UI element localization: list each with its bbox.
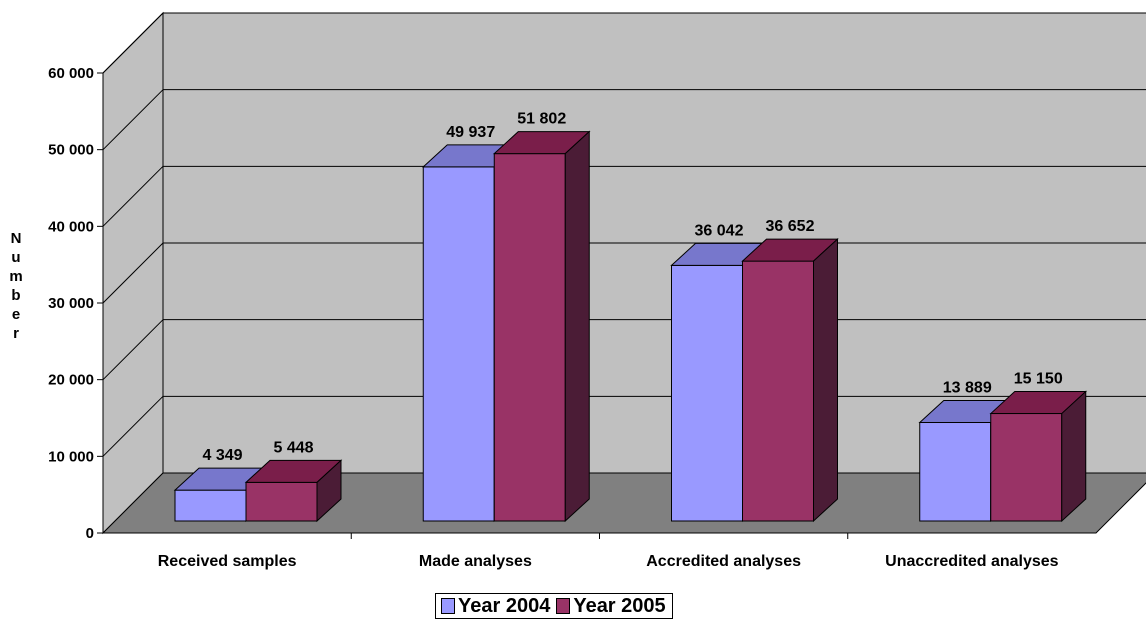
y-tick-label: 60 000 — [48, 65, 94, 82]
gridline-side — [102, 395, 164, 457]
y-tick-label: 30 000 — [48, 295, 94, 312]
bar-side-1-0 — [316, 459, 342, 523]
gridline-side — [102, 89, 164, 151]
y-tick-label: 40 000 — [48, 218, 94, 235]
data-label-0-2: 36 042 — [695, 222, 744, 239]
data-label-1-0: 5 448 — [273, 439, 313, 456]
bar-1-1 — [493, 153, 566, 522]
y-axis-label-char: e — [12, 306, 20, 323]
data-label-1-3: 15 150 — [1014, 371, 1063, 388]
chart-canvas: 0 10 000 20 000 30 000 40 000 50 000 60 000 4 3… — [9, 11, 1146, 570]
legend-item-1: Year 2005 — [556, 594, 666, 618]
bar-0-1 — [422, 166, 495, 522]
bar-side-1-1 — [564, 130, 590, 523]
legend: Year 2004 Year 2005 — [435, 593, 673, 619]
y-axis-label-char: m — [9, 268, 22, 285]
gridline-side — [102, 12, 164, 74]
data-label-1-2: 36 652 — [766, 218, 815, 235]
x-tick-label-2: Accredited analyses — [646, 553, 801, 570]
y-tick-label: 20 000 — [48, 372, 94, 389]
gridline-side — [102, 242, 164, 304]
data-label-0-3: 13 889 — [943, 380, 992, 397]
data-label-0-0: 4 349 — [202, 447, 242, 464]
x-tick-label-0: Received samples — [158, 553, 297, 570]
bar-0-3 — [919, 422, 992, 522]
gridline-side — [102, 165, 164, 227]
bar-1-2 — [742, 260, 814, 522]
data-label-1-1: 51 802 — [517, 111, 566, 128]
bar-side-1-2 — [813, 237, 838, 523]
bar-1-0 — [245, 481, 318, 522]
bar-0-2 — [671, 264, 743, 522]
x-tick-label-3: Unaccredited analyses — [885, 553, 1059, 570]
y-axis-label-char: b — [11, 287, 20, 304]
bar-side-1-3 — [1061, 390, 1087, 523]
y-tick-label: 0 — [86, 525, 94, 542]
y-tick-label: 50 000 — [48, 142, 94, 159]
y-axis-label-char: N — [11, 230, 22, 247]
legend-item-0: Year 2004 — [441, 595, 550, 618]
data-label-0-1: 49 937 — [446, 124, 495, 141]
legend-swatch-1 — [556, 598, 571, 614]
bar-1-3 — [990, 413, 1063, 522]
y-axis-label-char: r — [13, 325, 19, 342]
legend-swatch-0 — [441, 598, 455, 614]
legend-label-1: Year 2005 — [573, 594, 666, 617]
y-tick-label: 10 000 — [48, 448, 94, 465]
y-axis-label-char: u — [11, 249, 20, 266]
bar-0-0 — [174, 489, 247, 522]
gridline-side — [102, 319, 164, 381]
legend-label-0: Year 2004 — [458, 594, 551, 617]
x-tick-label-1: Made analyses — [419, 553, 532, 570]
